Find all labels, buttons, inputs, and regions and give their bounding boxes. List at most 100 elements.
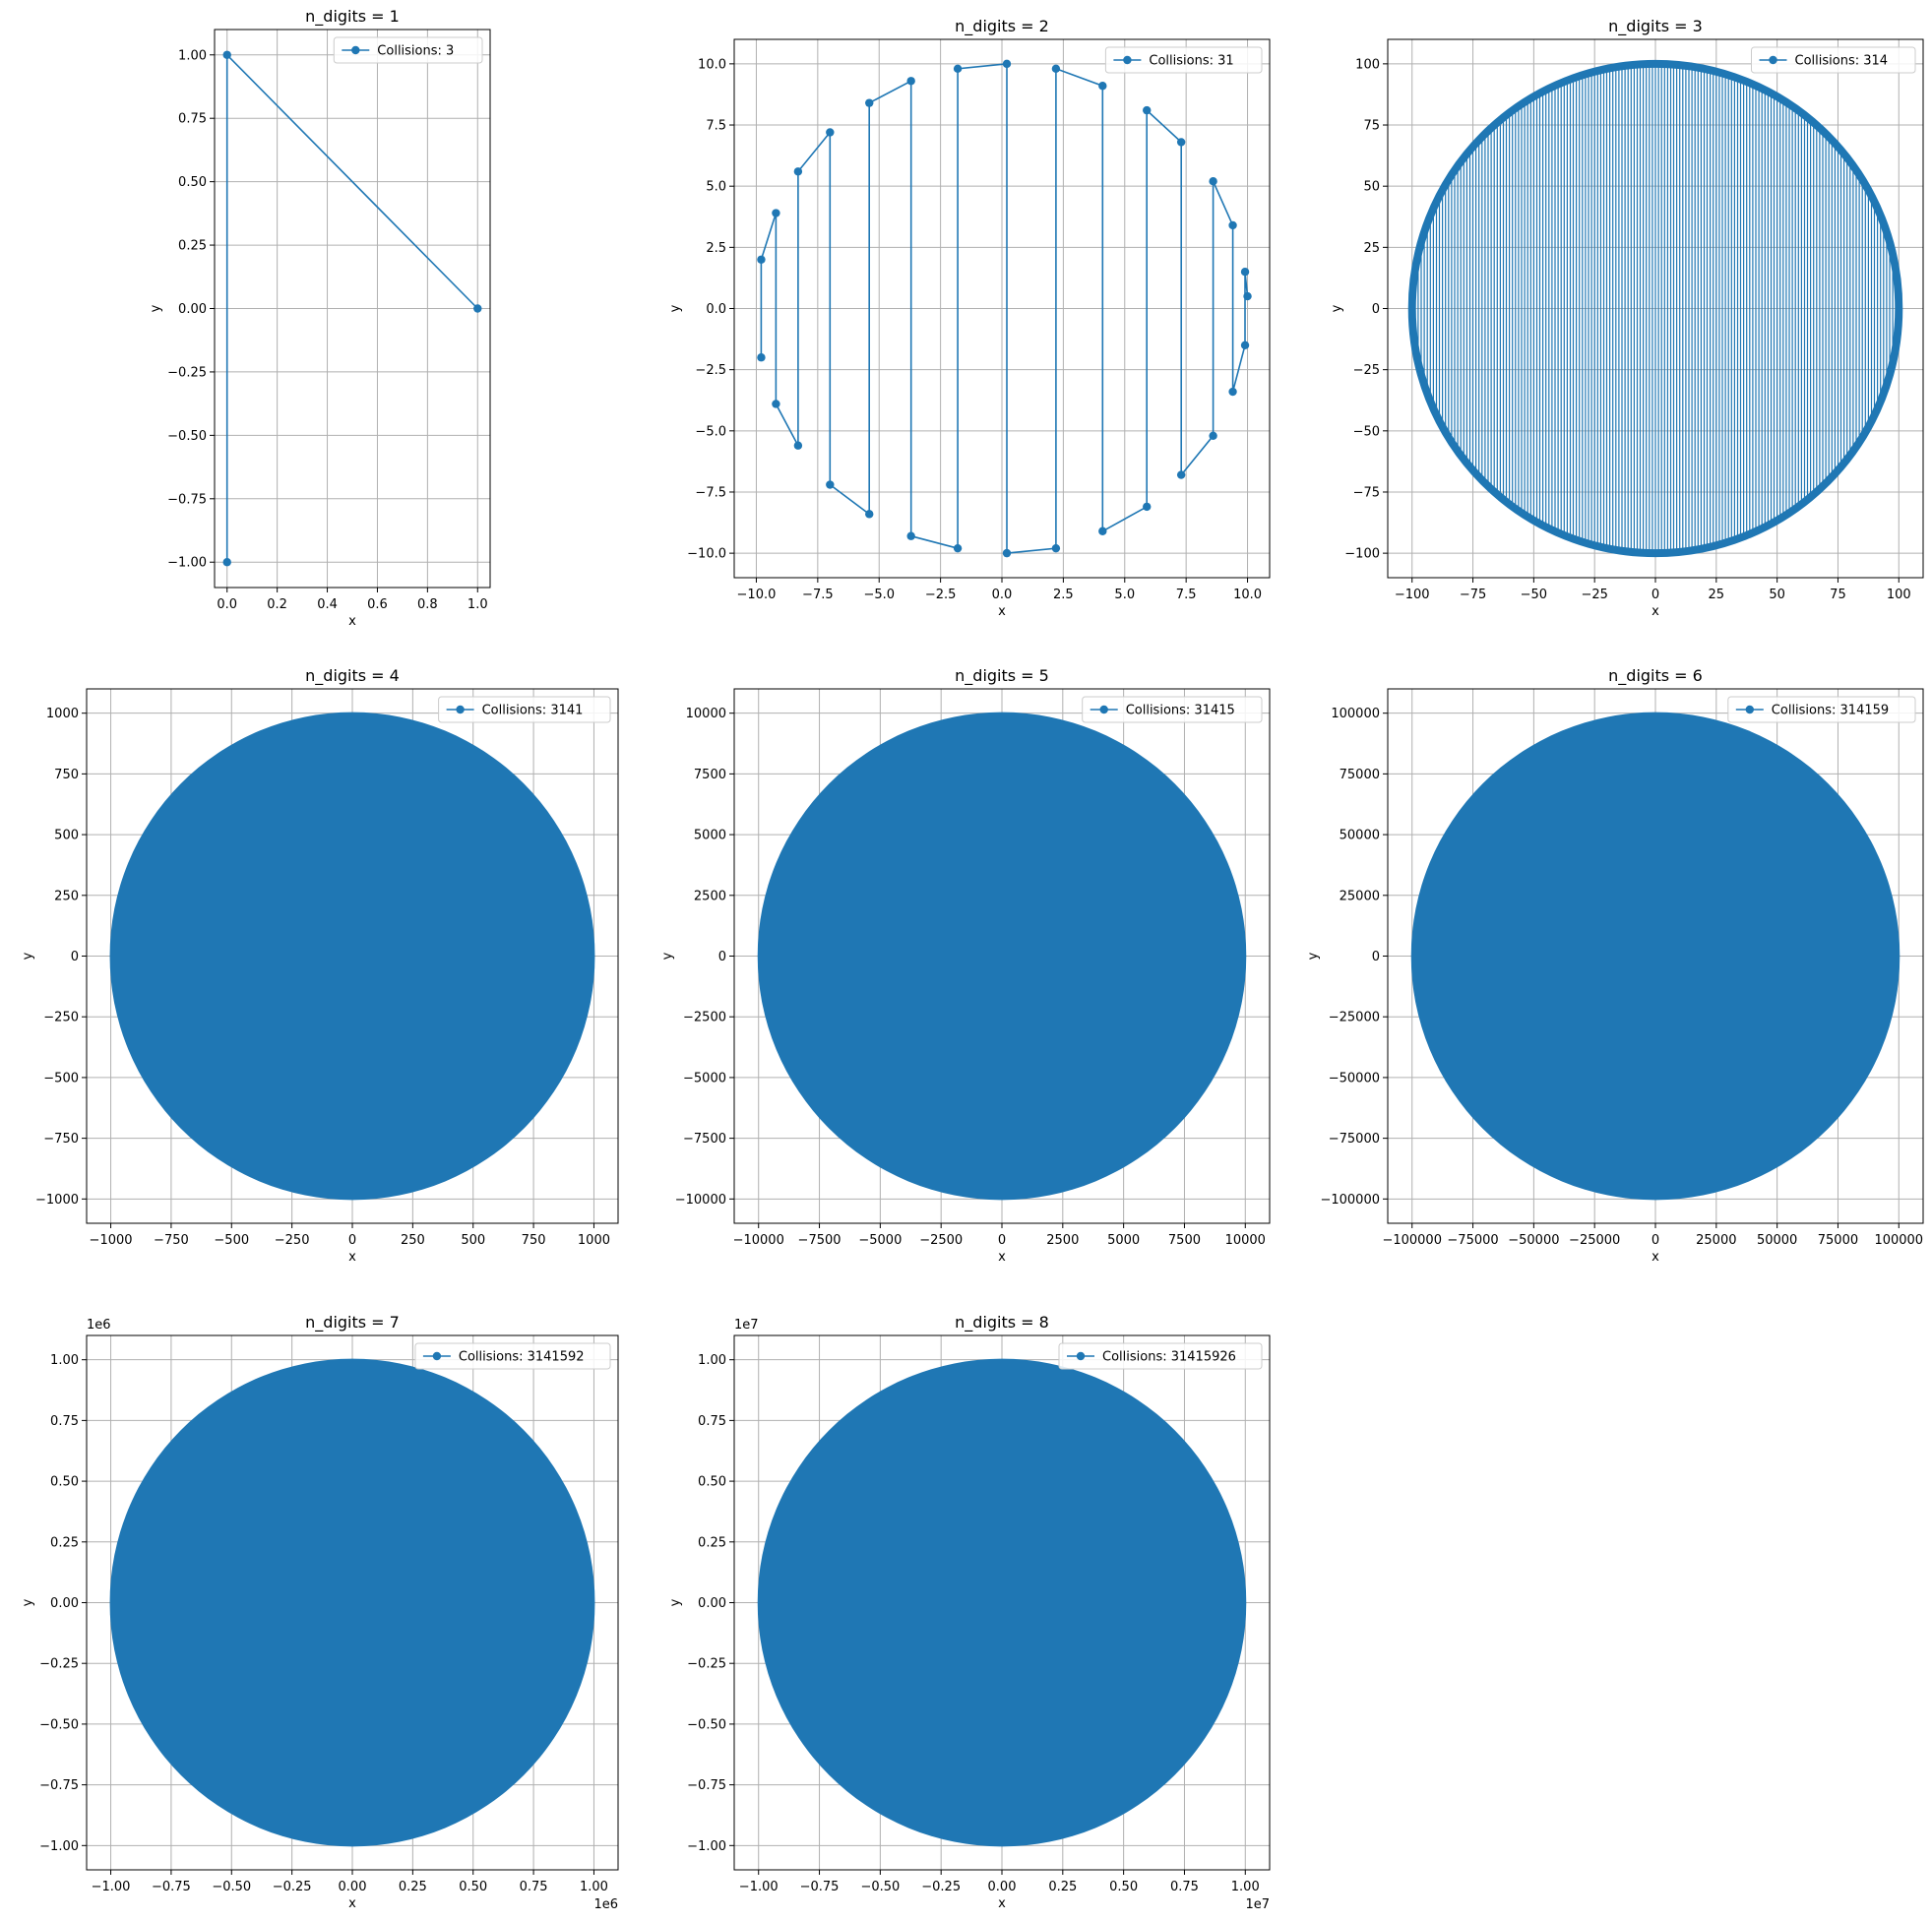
data-point [772,400,780,408]
x-tick-label: −0.50 [860,1880,900,1894]
legend-marker-swatch [1123,55,1132,65]
y-tick-label: 0 [1372,302,1380,317]
x-axis-label: x [998,1896,1006,1911]
data-point [865,98,874,107]
x-tick-label: 1.00 [580,1880,608,1894]
legend: Collisions: 314159 [1727,696,1916,723]
y-tick-label: −1.00 [39,1839,79,1854]
x-tick-label: −0.25 [921,1880,961,1894]
series-filled-circle [109,712,595,1201]
y-axis-label: y [21,952,35,960]
data-point [1098,82,1107,91]
x-tick-label: −0.25 [273,1880,312,1894]
y-tick-label: −25000 [1329,1011,1380,1025]
y-tick-label: 500 [54,829,79,843]
x-tick-label: 0.25 [399,1880,427,1894]
x-tick-label: 2.5 [1053,588,1074,602]
y-tick-label: 25 [1363,241,1380,256]
y-tick-label: −1000 [35,1193,79,1208]
subplot-n-digits-6: −100000 −75000 −50000 −25000 0 25000 50000 7500… [1306,666,1924,1265]
legend-marker-swatch [456,705,465,714]
data-point [1051,543,1061,553]
y-tick-label: 75 [1363,119,1380,134]
x-tick-label: 1000 [578,1233,610,1248]
y-tick-label: 1.00 [698,1353,726,1368]
y-tick-label: −0.50 [687,1717,726,1732]
y-tick-label: 0.25 [178,239,207,254]
x-tick-label: 0.0 [217,597,237,612]
x-tick-label: 50000 [1757,1233,1797,1248]
data-point [1243,291,1252,301]
x-tick-label: 0.0 [992,588,1013,602]
y-tick-label: 0 [718,950,726,964]
y-tick-label: 2.5 [706,241,726,256]
y-tick-label: 0 [1372,950,1380,964]
series-filled-circle [1410,712,1901,1201]
data-point [757,353,766,362]
x-tick-label: −1.00 [739,1880,779,1894]
y-tick-label: −100 [1344,547,1380,562]
data-point [757,255,766,264]
legend-label: Collisions: 31415 [1126,704,1235,718]
y-tick-label: −0.25 [687,1657,726,1672]
x-tick-label: −10.0 [737,588,777,602]
data-point [906,531,915,540]
data-point [906,77,915,86]
y-tick-label: 0.25 [698,1535,726,1550]
legend: Collisions: 314 [1751,46,1916,74]
legend-marker-swatch [1099,705,1108,714]
legend-frame [414,1342,611,1370]
series-filled-circle [757,712,1247,1201]
legend-marker-swatch [1769,55,1777,65]
x-tick-label: −5000 [858,1233,902,1248]
x-tick-label: 10000 [1225,1233,1266,1248]
x-tick-label: −7.5 [802,588,834,602]
x-tick-label: 750 [522,1233,546,1248]
data-point [473,304,482,313]
x-tick-label: −250 [275,1233,310,1248]
subplot-n-digits-8: −1.00 −0.75 −0.50 −0.25 0.00 0.25 0.50 0.75 1.00… [668,1313,1271,1912]
legend-frame [1727,696,1916,723]
y-axis-label: y [668,1598,683,1606]
x-tick-label: 0.00 [988,1880,1017,1894]
x-offset-text: 1e6 [593,1897,618,1912]
legend: Collisions: 31415926 [1058,1342,1263,1370]
y-tick-label: 1.00 [50,1353,79,1368]
x-tick-label: −100000 [1382,1233,1442,1248]
y-tick-label: −7500 [683,1132,726,1147]
y-tick-label: 0.75 [50,1414,79,1429]
y-tick-label: −0.25 [39,1657,79,1672]
legend-frame [333,36,483,64]
series-filled-circle [109,1358,595,1847]
data-series [109,1358,595,1847]
x-tick-label: 0 [348,1233,356,1248]
data-series [1410,712,1901,1201]
y-axis-label: y [1330,304,1344,312]
y-tick-label: −5.0 [695,424,726,439]
data-series [1407,59,1903,558]
y-tick-label: −50 [1353,424,1380,439]
x-tick-label: 0.75 [1170,1880,1199,1894]
data-point [772,209,780,217]
y-tick-label: 100 [1355,57,1380,72]
subplot-title: n_digits = 5 [955,666,1049,686]
x-tick-label: 7500 [1168,1233,1201,1248]
subplot-n-digits-3: −100 −75 −50 −25 0 25 50 75 100 −100 −75 −50 −25 0 25 5… [1330,17,1924,619]
y-tick-label: −0.75 [167,492,207,507]
y-offset-text: 1e7 [734,1318,759,1333]
series-line [1411,63,1900,554]
y-tick-label: 75000 [1340,768,1380,782]
data-point [1209,177,1217,186]
data-point [826,128,835,137]
subplot-title: n_digits = 2 [955,17,1049,36]
x-tick-label: 5000 [1107,1233,1140,1248]
y-tick-label: −1.00 [687,1839,726,1854]
series-filled-circle [757,1358,1247,1847]
data-point [1228,387,1237,397]
data-point [953,64,963,74]
y-tick-label: −10000 [675,1193,726,1208]
data-point [1240,268,1250,277]
x-tick-label: 0.00 [339,1880,367,1894]
subplot-n-digits-7: −1.00 −0.75 −0.50 −0.25 0.00 0.25 0.50 0.75 1.00… [21,1313,619,1912]
x-axis-label: x [998,604,1006,619]
